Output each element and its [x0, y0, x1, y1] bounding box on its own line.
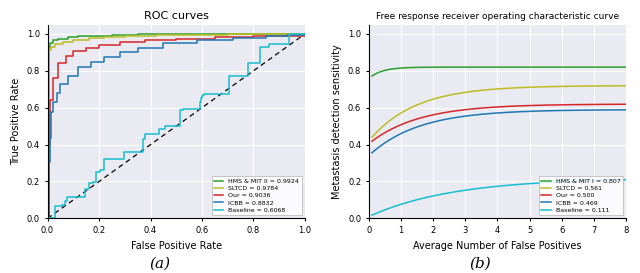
Text: (b): (b)	[469, 256, 491, 270]
X-axis label: False Positive Rate: False Positive Rate	[131, 241, 222, 251]
X-axis label: Average Number of False Positives: Average Number of False Positives	[413, 241, 582, 251]
Title: ROC curves: ROC curves	[144, 11, 209, 21]
Legend: HMS & MIT I = 0.807, SLTCD = 0.561, Our = 0.500, ICBB = 0.469, Baseline = 0.111: HMS & MIT I = 0.807, SLTCD = 0.561, Our …	[539, 176, 623, 215]
Text: (a): (a)	[149, 256, 171, 270]
Y-axis label: Metastasis detection sensitivity: Metastasis detection sensitivity	[332, 44, 342, 199]
Title: Free response receiver operating characteristic curve: Free response receiver operating charact…	[376, 12, 619, 21]
Legend: HMS & MIT II = 0.9924, SLTCD = 0.9784, Our = 0.9036, ICBB = 0.8832, Baseline = 0: HMS & MIT II = 0.9924, SLTCD = 0.9784, O…	[212, 176, 302, 215]
Y-axis label: True Positive Rate: True Positive Rate	[11, 78, 21, 165]
